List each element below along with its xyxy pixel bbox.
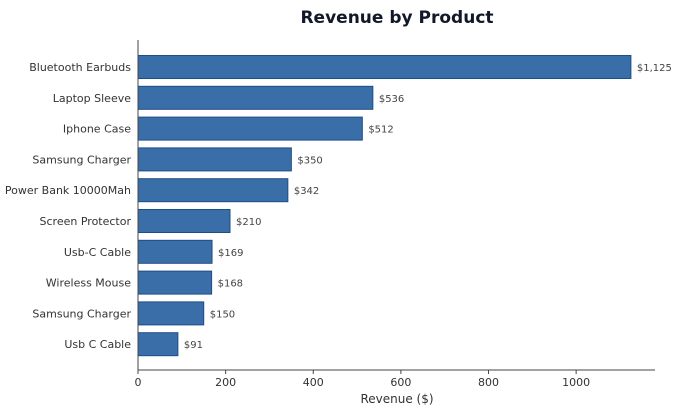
- x-axis-ticks: 0 200 400 600 800 1000: [135, 370, 590, 389]
- category-label: Samsung Charger: [32, 153, 131, 166]
- bar: [137, 301, 205, 326]
- value-label: $342: [294, 186, 319, 197]
- category-label: Power Bank 10000Mah: [5, 184, 131, 197]
- value-label: $1,125: [637, 63, 672, 74]
- bar: [137, 178, 289, 203]
- bar: [137, 116, 363, 141]
- x-tick-label: 800: [478, 376, 499, 389]
- value-label: $169: [218, 248, 243, 259]
- x-tick-label: 200: [215, 376, 236, 389]
- x-axis-label: Revenue ($): [360, 392, 433, 406]
- value-labels: $1,125 $536 $512 $350 $342 $210 $169 $168 $150 $9…: [184, 63, 672, 351]
- bar: [137, 55, 632, 79]
- bar: [137, 239, 213, 264]
- value-label: $91: [184, 340, 203, 351]
- category-label: Iphone Case: [63, 123, 131, 136]
- value-label: $150: [210, 309, 235, 320]
- x-tick-label: 1000: [562, 376, 590, 389]
- category-labels: Bluetooth Earbuds Laptop Sleeve Iphone Cas…: [5, 61, 132, 351]
- bar: [137, 85, 374, 110]
- x-tick-label: 600: [390, 376, 411, 389]
- category-label: Samsung Charger: [32, 307, 131, 320]
- bar: [137, 270, 213, 295]
- value-label: $350: [297, 155, 322, 166]
- category-label: Wireless Mouse: [46, 277, 131, 290]
- category-label: Usb-C Cable: [64, 246, 131, 259]
- x-tick-label: 400: [303, 376, 324, 389]
- value-label: $512: [368, 125, 393, 136]
- category-label: Laptop Sleeve: [53, 92, 131, 105]
- value-label: $168: [218, 279, 243, 290]
- bar: [137, 332, 179, 357]
- category-label: Bluetooth Earbuds: [29, 61, 131, 74]
- bar: [137, 147, 292, 172]
- value-label: $210: [236, 217, 261, 228]
- category-label: Usb C Cable: [64, 338, 131, 351]
- bar: [137, 209, 231, 233]
- chart-title: Revenue by Product: [300, 8, 493, 28]
- category-label: Screen Protector: [40, 215, 132, 228]
- value-label: $536: [379, 94, 404, 105]
- x-tick-label: 0: [135, 376, 142, 389]
